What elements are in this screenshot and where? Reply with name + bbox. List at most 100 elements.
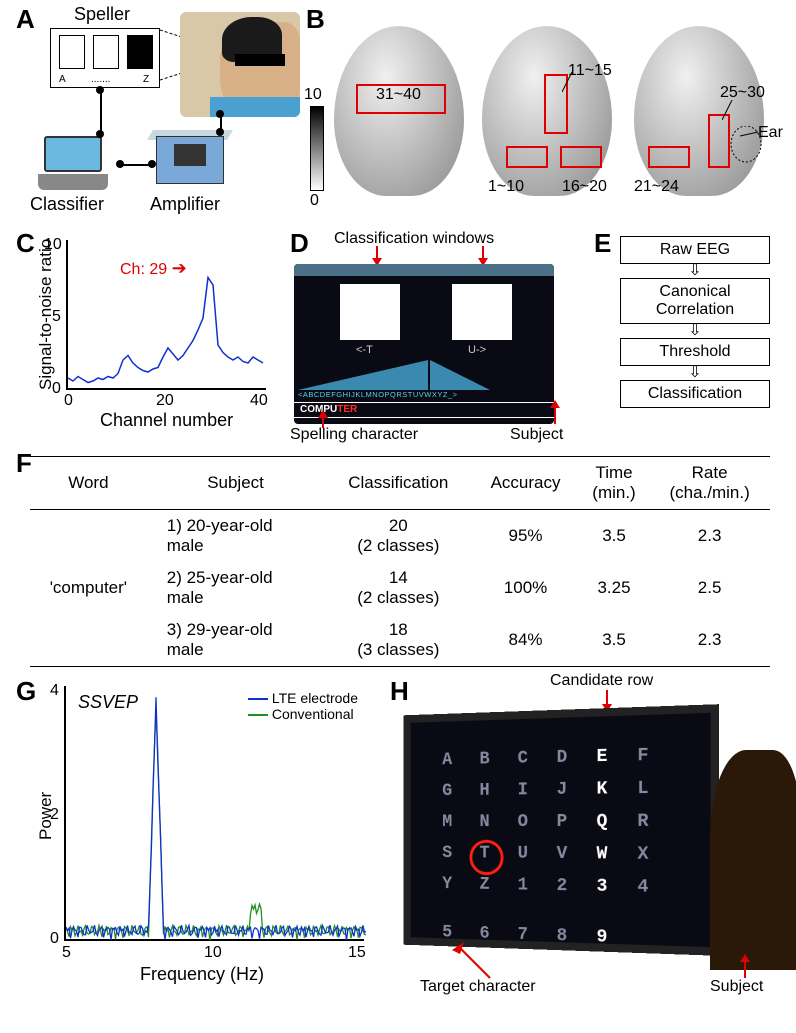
grid-cell: H [466,781,504,813]
grid-cell: X [622,844,663,877]
panel-a: Speller A ....... Z Classifier Amplifier [20,6,340,216]
flow-step: Classification [620,380,770,408]
grid-cell: M [429,812,466,843]
cls-window [340,284,400,340]
c-xtick: 20 [156,392,174,410]
electrode-box [648,146,690,168]
amplifier-icon [150,130,230,190]
table-header: Word [30,457,147,510]
grid-cell: I [504,780,543,812]
c-ytick: 10 [44,236,62,254]
electrode-box [506,146,548,168]
legend-conv: Conventional [272,706,354,722]
right-u: U-> [468,344,486,356]
cand-row-label: Candidate row [550,672,653,690]
speller-cell [93,35,119,69]
ssvep-label: SSVEP [78,692,138,713]
head-back [634,26,764,196]
range-21-24: 21~24 [634,178,679,196]
target-label: Target character [420,978,536,996]
c-ytick: 0 [52,380,61,398]
ch29-text: Ch: 29 [120,261,167,278]
grid-cell: O [504,812,543,844]
speller-screenshot: <-T U-> <ABCDEFGHIJKLMNOPQRSTUVWXYZ_> CO… [294,264,554,424]
panel-b: 10 0 31~40 11~15 1~10 16~20 25~30 21~24 … [310,6,790,226]
subject-silhouette [710,750,796,970]
grid-cell: L [622,778,663,811]
legend: LTE electrode Conventional [248,690,358,722]
red-arrow-up-icon [738,954,752,978]
red-arrow-down-icon [370,246,384,266]
grid-cell [622,910,663,944]
grid-cell: K [582,779,623,812]
red-arrow-down-icon [476,246,490,266]
results-table: WordSubjectClassificationAccuracyTime (m… [30,456,770,667]
electrode-box [560,146,602,168]
amplifier-label: Amplifier [150,194,220,215]
legend-lte: LTE electrode [272,690,358,706]
flow-step: Canonical Correlation [620,278,770,324]
table-header: Classification [324,457,472,510]
table-row: 3) 29-year-old male18 (3 classes)84%3.52… [30,614,770,667]
grid-cell: Q [582,812,623,845]
classifier-label: Classifier [30,194,104,215]
table-row: 'computer'2) 25-year-old male14 (2 class… [30,562,770,614]
g-chart: SSVEP LTE electrode Conventional [64,686,364,941]
panel-g: Power SSVEP LTE electrode Conventional 0… [20,670,380,990]
grid-cell: S [429,843,466,874]
grid-cell: P [542,812,582,844]
speller-cell [59,35,85,69]
range-pointer [722,100,736,124]
red-arrow-up-icon [316,410,330,428]
panel-f: WordSubjectClassificationAccuracyTime (m… [20,450,776,660]
grid-cell: E [582,746,623,779]
c-xtick: 0 [64,392,73,410]
ch29-annot: Ch: 29 ➔ [120,258,187,279]
left-t: <-T [356,344,373,356]
table-header: Rate (cha./min.) [649,457,770,510]
table-header: Accuracy [472,457,579,510]
grid-cell: Z [466,875,504,907]
g-xlabel: Frequency (Hz) [140,964,264,985]
head-side [482,26,612,196]
grid-cell: R [622,811,663,844]
flowchart: Raw EEG ⇩ Canonical Correlation ⇩ Thresh… [610,236,780,408]
connector-dot [216,110,224,118]
grid-cell: 3 [582,876,623,909]
tri-left [298,360,428,390]
tri-right [430,360,490,390]
panel-e: Raw EEG ⇩ Canonical Correlation ⇩ Thresh… [590,230,785,440]
grid-cell: A [429,750,466,782]
table-header: Time (min.) [579,457,649,510]
grid-cell: 4 [622,877,663,911]
g-xtick: 10 [204,944,222,962]
flow-arrow-icon: ⇩ [610,264,780,278]
grid-cell: 1 [504,875,543,907]
connector-dot [96,130,104,138]
speller-title: Speller [74,4,130,25]
table-row: 1) 20-year-old male20 (2 classes)95%3.52… [30,510,770,563]
red-arrow-diag-icon [450,940,500,980]
letter-a: A [59,74,66,85]
flow-arrow-icon: ⇩ [610,324,780,338]
grid-cell: 9 [582,927,623,956]
spelling-label: Spelling character [290,426,418,444]
connector-dot [216,128,224,136]
connector-dot [96,86,104,94]
ear-pointer [740,126,760,140]
g-xtick: 5 [62,944,71,962]
cls-windows-label: Classification windows [334,230,494,248]
ear-label: Ear [758,124,783,142]
panel-c: Signal-to-noise ratio 0 5 10 0 20 40 Cha… [20,230,280,430]
grad-top: 10 [304,86,322,104]
table-header: Subject [147,457,325,510]
flow-step: Threshold [620,338,770,366]
c-xlabel: Channel number [100,410,233,431]
laptop-icon [38,136,108,190]
grid-cell: J [542,780,582,812]
connector-dot [116,160,124,168]
grid-cell: V [542,844,582,876]
grad-bot: 0 [310,192,319,210]
grid-cell: F [622,745,663,779]
speller-cell-active [127,35,153,69]
